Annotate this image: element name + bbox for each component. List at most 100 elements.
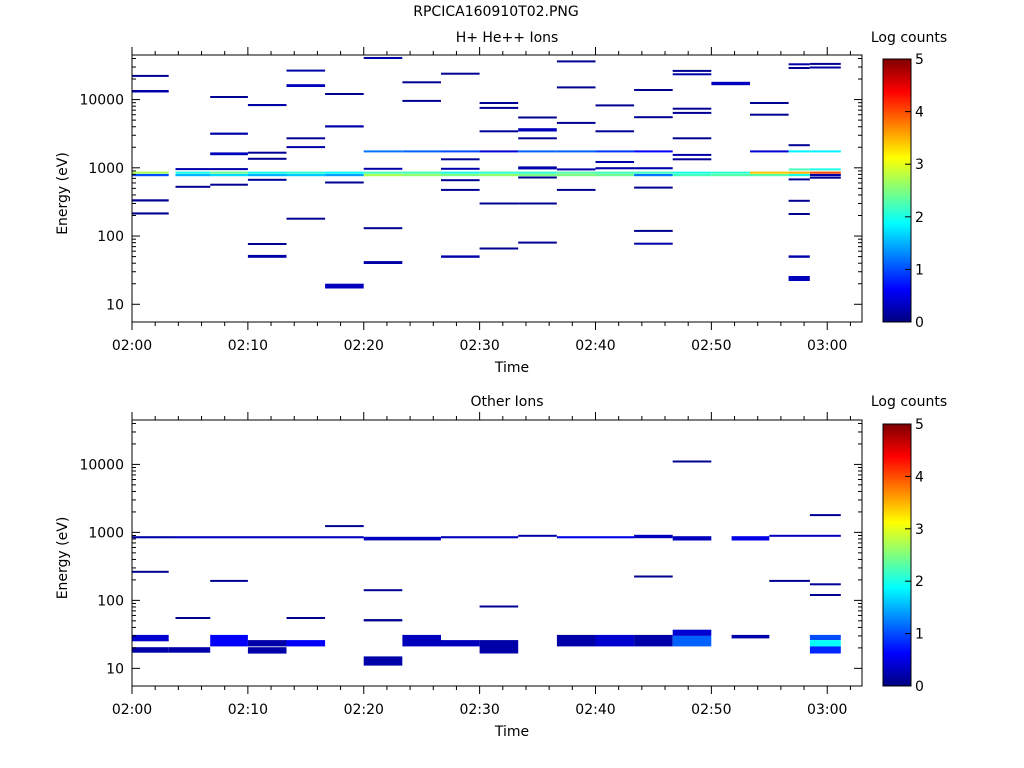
panel2-colorbar-tick-label: 3 bbox=[915, 522, 924, 538]
panel2-data-cell bbox=[168, 647, 211, 653]
panel2-colorbar-tick-label: 2 bbox=[915, 574, 924, 590]
panel2-data-cell bbox=[247, 647, 287, 654]
panel1-data-cell bbox=[711, 81, 750, 86]
panel2-data-cell bbox=[132, 536, 176, 539]
panel1-data-cell bbox=[672, 158, 712, 161]
panel1-axes-frame bbox=[131, 54, 863, 323]
panel2-data-cell bbox=[175, 536, 326, 539]
panel1-data-cell bbox=[788, 144, 810, 147]
panel1-data-cell bbox=[402, 99, 441, 102]
panel1-data-cell bbox=[518, 241, 557, 244]
panel1-data-cell bbox=[247, 104, 287, 107]
panel2-data-cell bbox=[325, 525, 364, 528]
panel1-data-cell bbox=[132, 212, 169, 215]
panel1-data-cell bbox=[441, 173, 480, 177]
panel1-data-cell bbox=[441, 188, 480, 191]
panel1-data-cell bbox=[788, 178, 810, 181]
panel1-data-cell bbox=[809, 173, 841, 177]
panel1-data-cell bbox=[479, 171, 519, 174]
panel1-data-cell bbox=[363, 171, 403, 174]
panel1-data-cell bbox=[325, 181, 364, 184]
panel1-data-cell bbox=[595, 130, 635, 133]
panel1-data-cell bbox=[672, 137, 712, 140]
panel1-data-cell bbox=[672, 153, 712, 156]
panel2-colorbar bbox=[882, 423, 912, 687]
panel1-data-cell bbox=[210, 171, 248, 174]
panel2-data-cell bbox=[556, 536, 635, 539]
panel1-data-cell bbox=[518, 116, 557, 119]
panel1-data-cell bbox=[556, 168, 596, 171]
panel1-data-cell bbox=[325, 93, 364, 95]
panel1-data-cell bbox=[788, 173, 810, 177]
panel1-data-cell bbox=[595, 104, 635, 107]
panel1-data-cell bbox=[363, 227, 403, 230]
panel1-x-tick-label: 02:00 bbox=[112, 338, 152, 354]
panel1-data-cell bbox=[210, 173, 248, 177]
panel2-data-cell bbox=[479, 605, 519, 608]
panel1-data-cell bbox=[711, 171, 750, 174]
panel1-data-cell bbox=[441, 179, 480, 182]
panel2-data-cell bbox=[325, 536, 364, 539]
panel1-data-cell bbox=[556, 86, 596, 89]
panel2-y-tick-label: 1000 bbox=[88, 525, 124, 541]
panel1-y-tick-label: 1000 bbox=[88, 161, 124, 177]
panel1-data-cell bbox=[809, 150, 841, 153]
panel1-data-cell bbox=[672, 107, 712, 110]
panel2-colorbar-tick-label: 1 bbox=[915, 627, 924, 643]
panel2-x-tick-label: 02:10 bbox=[228, 702, 268, 718]
panel1-y-tick-label: 10000 bbox=[79, 93, 124, 109]
panel1-data-cell bbox=[132, 173, 169, 177]
panel2-data-cell bbox=[731, 536, 770, 541]
panel2-colorbar-tick-label: 4 bbox=[915, 469, 924, 485]
panel2-data-cell bbox=[479, 640, 519, 654]
panel1-data-cell bbox=[634, 242, 673, 245]
panel2-data-cell bbox=[809, 634, 841, 641]
panel2-y-tick-label: 100 bbox=[97, 593, 124, 609]
panel1-data-cell bbox=[441, 167, 480, 170]
panel1-data-cell bbox=[788, 199, 810, 202]
panel1-data-cell bbox=[402, 171, 441, 174]
panel1-data-cell bbox=[132, 171, 169, 174]
panel1-data-cell bbox=[402, 173, 441, 177]
panel2-x-tick-label: 02:30 bbox=[459, 702, 499, 718]
panel1-data-cell bbox=[363, 173, 403, 177]
panel1-colorbar-tick-label: 1 bbox=[915, 262, 924, 278]
panel1-data-cell bbox=[132, 199, 169, 202]
panel2-data-cell bbox=[809, 583, 841, 586]
panel1-data-cell bbox=[363, 261, 403, 264]
panel1-data-cell bbox=[634, 186, 673, 189]
panel1-x-tick-label: 02:20 bbox=[344, 338, 384, 354]
panel1-data-cell bbox=[286, 217, 326, 220]
panel1-data-cell bbox=[175, 168, 211, 171]
panel1-data-cell bbox=[518, 173, 557, 177]
panel2-data-cell bbox=[809, 594, 841, 596]
panel1-data-cell bbox=[210, 152, 248, 156]
panel1-data-cell bbox=[363, 167, 403, 170]
panel1-data-cell bbox=[441, 255, 480, 258]
panel1-data-cell bbox=[479, 150, 519, 153]
panel1-data-cell bbox=[809, 176, 841, 179]
panel1-panel-title: H+ He++ Ions bbox=[456, 30, 559, 46]
panel1-data-cell bbox=[750, 173, 789, 177]
panel1-data-cell bbox=[672, 73, 712, 76]
panel2-x-tick-label: 02:50 bbox=[691, 702, 731, 718]
panel2-data-cell bbox=[441, 640, 480, 647]
panel1-data-cell bbox=[788, 67, 810, 69]
panel1-data-cell bbox=[210, 183, 248, 186]
panel2-data-cell bbox=[132, 634, 169, 642]
panel2-data-cell bbox=[286, 617, 326, 619]
panel2-data-cell bbox=[769, 579, 810, 582]
panel2-data-cell bbox=[402, 634, 441, 647]
panel1-data-cell bbox=[556, 188, 596, 191]
panel1-x-tick-label: 02:30 bbox=[459, 338, 499, 354]
panel1-data-cell bbox=[672, 171, 712, 174]
panel1-data-cell bbox=[518, 137, 557, 140]
panel1-data-cell bbox=[809, 62, 841, 65]
panel2-data-cell bbox=[441, 536, 519, 539]
panel1-data-cell bbox=[809, 171, 841, 174]
panel1-data-cell bbox=[556, 171, 596, 174]
panel2-data-cell bbox=[809, 640, 841, 647]
panel2-colorbar-tick-label: 0 bbox=[915, 679, 924, 695]
panel1-data-cell bbox=[556, 121, 596, 124]
panel1-data-cell bbox=[175, 173, 211, 177]
